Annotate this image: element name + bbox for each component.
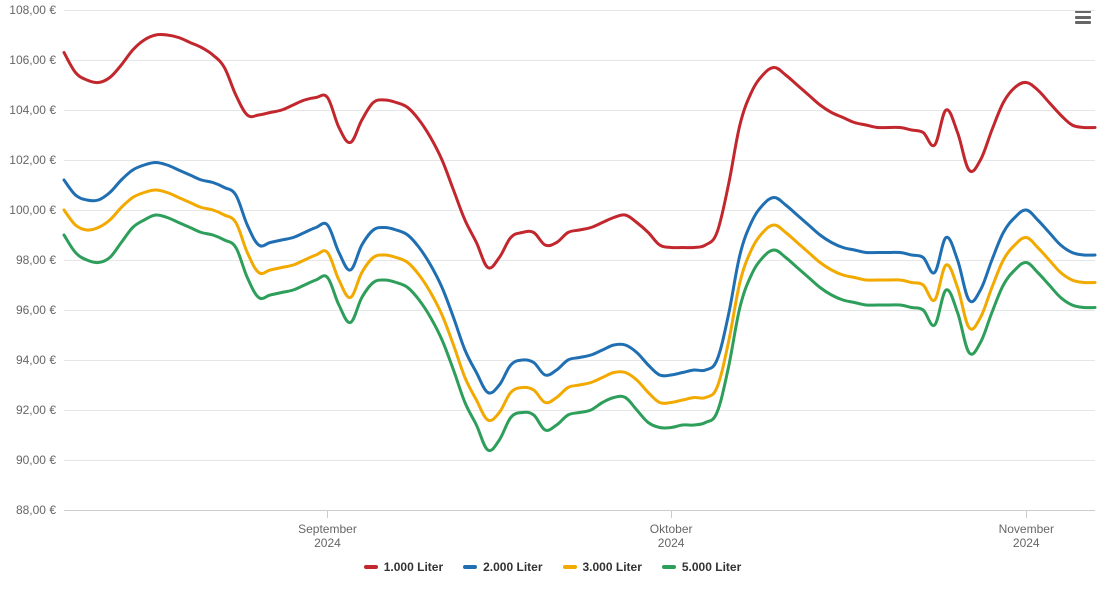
y-tick-label: 96,00 € [16, 303, 64, 317]
legend-item[interactable]: 2.000 Liter [463, 560, 542, 574]
price-chart: 88,00 € 90,00 € 92,00 € 94,00 € 96,00 € 98,00… [0, 0, 1105, 602]
legend-swatch [563, 565, 577, 569]
y-tick-label: 100,00 € [9, 203, 64, 217]
legend-item[interactable]: 1.000 Liter [364, 560, 443, 574]
x-tick-label: November2024 [999, 522, 1054, 550]
y-tick-label: 104,00 € [9, 103, 64, 117]
legend-swatch [364, 565, 378, 569]
x-tick [671, 510, 672, 518]
x-tick-label: Oktober2024 [650, 522, 693, 550]
legend-item[interactable]: 5.000 Liter [662, 560, 741, 574]
plot-area: 88,00 €90,00 €92,00 €94,00 €96,00 €98,00… [64, 10, 1095, 510]
series-lines [64, 10, 1095, 510]
y-tick-label: 106,00 € [9, 53, 64, 67]
y-tick-label: 88,00 € [16, 503, 64, 517]
x-axis-line [64, 510, 1095, 511]
y-tick-label: 98,00 € [16, 253, 64, 267]
y-tick-label: 92,00 € [16, 403, 64, 417]
legend-label: 1.000 Liter [384, 560, 443, 574]
legend-label: 3.000 Liter [583, 560, 642, 574]
x-tick [327, 510, 328, 518]
y-tick-label: 90,00 € [16, 453, 64, 467]
y-tick-label: 94,00 € [16, 353, 64, 367]
legend-label: 2.000 Liter [483, 560, 542, 574]
legend-swatch [463, 565, 477, 569]
legend-label: 5.000 Liter [682, 560, 741, 574]
series-line [64, 34, 1095, 268]
legend-item[interactable]: 3.000 Liter [563, 560, 642, 574]
chart-legend: 1.000 Liter 2.000 Liter 3.000 Liter 5.000 L… [0, 558, 1105, 574]
y-tick-label: 102,00 € [9, 153, 64, 167]
y-tick-label: 108,00 € [9, 3, 64, 17]
x-tick-label: September2024 [298, 522, 357, 550]
x-tick [1026, 510, 1027, 518]
legend-swatch [662, 565, 676, 569]
